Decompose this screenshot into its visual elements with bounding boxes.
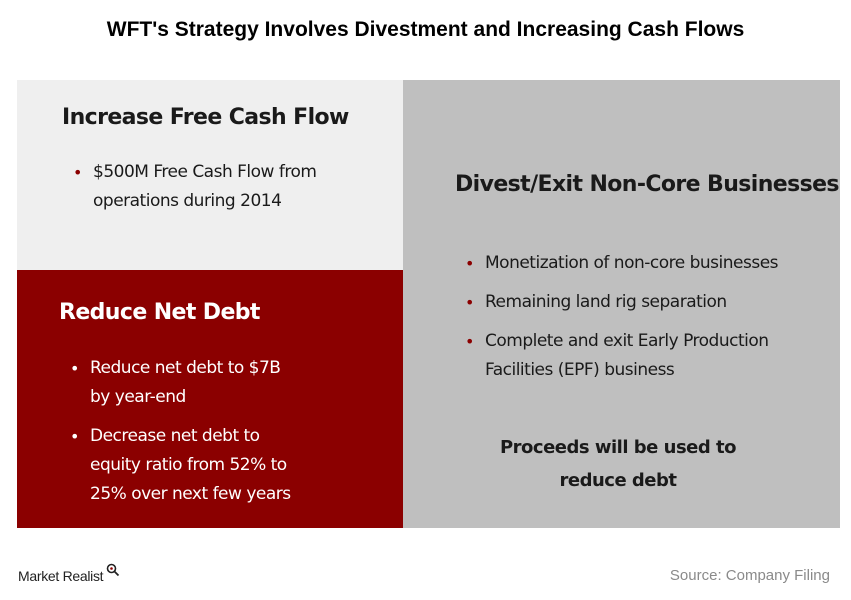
divest-bullet: • Remaining land rig separation [465, 288, 825, 317]
divest-bullet: • Monetization of non-core businesses [465, 249, 825, 278]
divest-bullet: • Complete and exit Early Production Fac… [465, 327, 825, 385]
divest-heading: Divest/Exit Non-Core Businesses [455, 172, 840, 197]
bullet-icon: • [465, 332, 474, 351]
magnifier-icon [106, 563, 120, 577]
bullet-icon: • [70, 427, 79, 446]
bullet-text: Monetization of non-core businesses [485, 253, 779, 273]
cash-flow-panel: Increase Free Cash Flow • $500M Free Cas… [17, 80, 403, 270]
market-realist-logo: Market Realist [18, 568, 104, 584]
bullet-text: Complete and exit Early Production Facil… [485, 331, 769, 380]
net-debt-bullet: • Reduce net debt to $7B by year-end [70, 354, 390, 412]
cash-flow-bullet: • $500M Free Cash Flow from operations d… [73, 158, 393, 216]
net-debt-bullet: • Decrease net debt to equity ratio from… [70, 422, 390, 509]
bullet-icon: • [73, 163, 82, 182]
bullet-icon: • [465, 293, 474, 312]
bullet-text: Decrease net debt to equity ratio from 5… [90, 426, 291, 504]
net-debt-panel: Reduce Net Debt • Reduce net debt to $7B… [17, 270, 403, 528]
bullet-text: $500M Free Cash Flow from operations dur… [93, 162, 317, 211]
net-debt-heading: Reduce Net Debt [59, 300, 260, 325]
bullet-text: Remaining land rig separation [485, 292, 727, 312]
bullet-text: Reduce net debt to $7B by year-end [90, 358, 281, 407]
cash-flow-heading: Increase Free Cash Flow [62, 105, 349, 130]
divest-panel: Divest/Exit Non-Core Businesses • Moneti… [403, 80, 840, 528]
bullet-icon: • [70, 359, 79, 378]
page-title: WFT's Strategy Involves Divestment and I… [106, 18, 745, 41]
bullet-icon: • [465, 254, 474, 273]
proceeds-note: Proceeds will be used to reduce debt [499, 437, 737, 491]
source-note: Source: Company Filing [669, 567, 830, 584]
